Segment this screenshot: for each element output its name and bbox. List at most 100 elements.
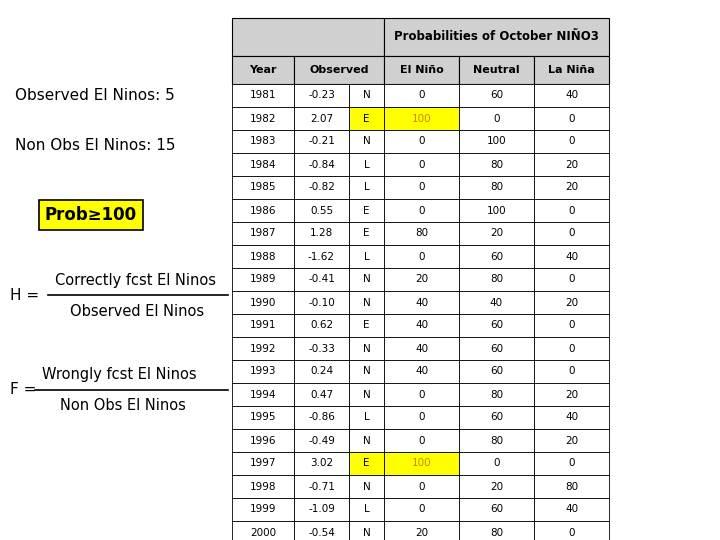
- Bar: [459, 222, 534, 245]
- Text: 1998: 1998: [250, 482, 276, 491]
- Text: Wrongly fcst El Ninos: Wrongly fcst El Ninos: [42, 368, 197, 382]
- Text: 80: 80: [490, 435, 503, 445]
- Text: 1.28: 1.28: [310, 228, 333, 239]
- Text: -1.62: -1.62: [308, 252, 335, 261]
- Text: 60: 60: [490, 367, 503, 376]
- Text: 1990: 1990: [250, 298, 276, 307]
- Bar: [534, 222, 609, 245]
- Text: N: N: [363, 274, 370, 285]
- Text: 0: 0: [418, 389, 425, 400]
- Bar: [294, 475, 349, 498]
- Text: 1984: 1984: [250, 159, 276, 170]
- Bar: [294, 498, 349, 521]
- Text: 0.62: 0.62: [310, 321, 333, 330]
- Bar: [534, 429, 609, 452]
- Bar: [294, 176, 349, 199]
- Text: 0: 0: [568, 343, 575, 354]
- Bar: [349, 314, 384, 337]
- Bar: [294, 268, 349, 291]
- Bar: [534, 521, 609, 540]
- Bar: [232, 406, 294, 429]
- Text: L: L: [364, 183, 369, 192]
- Text: 60: 60: [490, 252, 503, 261]
- Bar: [459, 360, 534, 383]
- Bar: [459, 498, 534, 521]
- Bar: [349, 521, 384, 540]
- Bar: [349, 130, 384, 153]
- Bar: [534, 56, 609, 84]
- Text: 20: 20: [565, 183, 578, 192]
- Text: 0: 0: [418, 137, 425, 146]
- Text: -0.82: -0.82: [308, 183, 335, 192]
- Text: 0: 0: [418, 482, 425, 491]
- Bar: [349, 429, 384, 452]
- Text: 1983: 1983: [250, 137, 276, 146]
- Text: E: E: [364, 228, 370, 239]
- Bar: [294, 199, 349, 222]
- Text: 0.47: 0.47: [310, 389, 333, 400]
- Bar: [384, 337, 459, 360]
- Bar: [384, 452, 459, 475]
- Text: El Niño: El Niño: [400, 65, 444, 75]
- Bar: [232, 245, 294, 268]
- Bar: [384, 245, 459, 268]
- Text: 80: 80: [490, 159, 503, 170]
- Text: N: N: [363, 298, 370, 307]
- Text: -1.09: -1.09: [308, 504, 335, 515]
- Text: 0: 0: [568, 367, 575, 376]
- Text: -0.49: -0.49: [308, 435, 335, 445]
- Bar: [294, 360, 349, 383]
- Bar: [384, 130, 459, 153]
- Text: L: L: [364, 159, 369, 170]
- Bar: [384, 429, 459, 452]
- Bar: [459, 406, 534, 429]
- Text: 1995: 1995: [250, 413, 276, 422]
- Bar: [384, 268, 459, 291]
- Bar: [294, 107, 349, 130]
- Bar: [232, 337, 294, 360]
- Text: 100: 100: [487, 137, 506, 146]
- Bar: [384, 475, 459, 498]
- Bar: [534, 153, 609, 176]
- Bar: [384, 199, 459, 222]
- Text: L: L: [364, 413, 369, 422]
- Bar: [294, 406, 349, 429]
- Bar: [349, 360, 384, 383]
- Bar: [459, 84, 534, 107]
- Text: 1986: 1986: [250, 206, 276, 215]
- Bar: [294, 337, 349, 360]
- Text: 80: 80: [565, 482, 578, 491]
- Bar: [384, 107, 459, 130]
- Bar: [294, 291, 349, 314]
- Text: 1985: 1985: [250, 183, 276, 192]
- Bar: [349, 406, 384, 429]
- Text: N: N: [363, 435, 370, 445]
- Bar: [232, 521, 294, 540]
- Bar: [232, 222, 294, 245]
- Text: E: E: [364, 113, 370, 124]
- Bar: [232, 176, 294, 199]
- Text: -0.10: -0.10: [308, 298, 335, 307]
- Text: 60: 60: [490, 91, 503, 100]
- Text: 0: 0: [418, 435, 425, 445]
- Text: 1991: 1991: [250, 321, 276, 330]
- Text: Correctly fcst El Ninos: Correctly fcst El Ninos: [55, 273, 216, 287]
- Bar: [294, 84, 349, 107]
- Bar: [294, 383, 349, 406]
- Bar: [232, 314, 294, 337]
- Text: 60: 60: [490, 413, 503, 422]
- Text: -0.71: -0.71: [308, 482, 335, 491]
- Bar: [534, 130, 609, 153]
- Text: 20: 20: [490, 228, 503, 239]
- Text: 0: 0: [568, 458, 575, 469]
- Bar: [384, 383, 459, 406]
- Text: 40: 40: [415, 367, 428, 376]
- Bar: [349, 222, 384, 245]
- Text: 40: 40: [565, 252, 578, 261]
- Bar: [232, 452, 294, 475]
- Bar: [232, 383, 294, 406]
- Text: Non Obs El Ninos: Non Obs El Ninos: [60, 399, 186, 414]
- Text: 0: 0: [418, 413, 425, 422]
- Text: 40: 40: [490, 298, 503, 307]
- Text: 1997: 1997: [250, 458, 276, 469]
